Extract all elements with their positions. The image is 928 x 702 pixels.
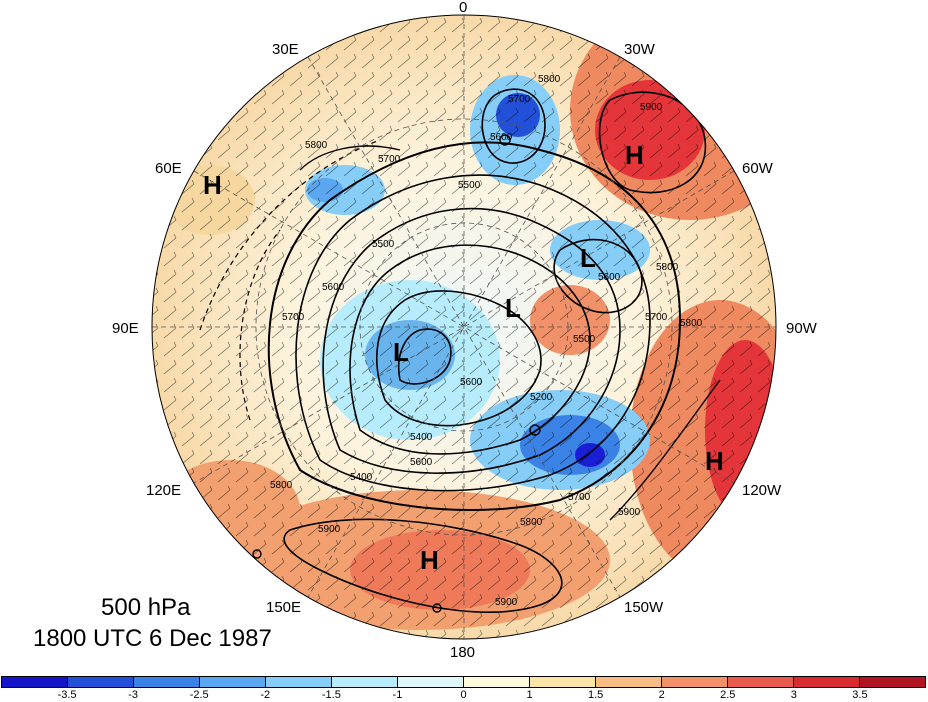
svg-text:5600: 5600: [322, 282, 345, 293]
colorbar-tick-label: -3.5: [57, 689, 77, 701]
svg-text:5900: 5900: [640, 102, 663, 113]
low-center-hudson: L: [580, 243, 596, 273]
colorbar-tick-label: 2.5: [720, 689, 736, 701]
colorbar-segment: [596, 677, 662, 687]
svg-text:5200: 5200: [530, 392, 553, 403]
colorbar-tick-label: -1.5: [321, 689, 341, 701]
time-caption: 1800 UTC 6 Dec 1987: [33, 625, 272, 652]
colorbar-tick-label: -3: [128, 689, 139, 701]
colorbar-segment: [134, 677, 200, 687]
svg-text:5700: 5700: [508, 94, 531, 105]
svg-text:5500: 5500: [372, 239, 395, 250]
svg-text:5900: 5900: [618, 507, 641, 518]
colorbar-segment: [530, 677, 596, 687]
colorbar-tick-label: 3: [790, 689, 797, 701]
colorbar-segment: [398, 677, 464, 687]
svg-text:5400: 5400: [410, 432, 433, 443]
svg-text:5800: 5800: [520, 517, 543, 528]
colorbar-segment: [2, 677, 68, 687]
high-center-atlantic: H: [625, 140, 644, 170]
colorbar-segment: [728, 677, 794, 687]
svg-text:5600: 5600: [410, 457, 433, 468]
svg-text:5800: 5800: [270, 480, 293, 491]
colorbar-tick-label: -2.5: [189, 689, 209, 701]
svg-text:5700: 5700: [282, 312, 305, 323]
colorbar: [1, 676, 926, 688]
svg-text:5700: 5700: [378, 154, 401, 165]
colorbar-tick-label: 1: [526, 689, 533, 701]
lon-label-90e: 90E: [112, 320, 139, 337]
lon-label-30e: 30E: [272, 41, 299, 58]
high-center-north-pacific: H: [420, 545, 439, 575]
svg-text:5800: 5800: [305, 140, 328, 151]
colorbar-segment: [200, 677, 266, 687]
lon-label-30w: 30W: [624, 41, 655, 58]
svg-text:5500: 5500: [458, 180, 481, 191]
svg-text:5900: 5900: [495, 597, 518, 608]
low-center-arctic: L: [505, 293, 521, 323]
lon-label-60w: 60W: [742, 160, 773, 177]
svg-text:5900: 5900: [318, 524, 341, 535]
lon-label-60e: 60E: [155, 160, 182, 177]
colorbar-tick-label: 0: [460, 689, 467, 701]
colorbar-segment: [860, 677, 925, 687]
colorbar-tick-label: 3.5: [852, 689, 868, 701]
lon-label-0: 0: [459, 0, 468, 16]
lon-label-150w: 150W: [624, 599, 664, 616]
colorbar-tick-label: -1: [392, 689, 403, 701]
svg-text:5800: 5800: [538, 74, 561, 85]
svg-text:5700: 5700: [645, 312, 668, 323]
lon-label-90w: 90W: [786, 320, 817, 337]
contour-value-labels: 5800 5700 5600 5500 5900 5800 5700 5600 …: [270, 74, 703, 608]
lon-label-120e: 120E: [146, 482, 182, 499]
colorbar-segment: [662, 677, 728, 687]
colorbar-tick-label: 2: [658, 689, 665, 701]
svg-text:5500: 5500: [573, 334, 596, 345]
svg-text:5400: 5400: [350, 472, 373, 483]
map-border: [151, 14, 777, 640]
colorbar-segment: [464, 677, 530, 687]
svg-text:5800: 5800: [656, 262, 679, 273]
lon-label-150e: 150E: [266, 599, 302, 616]
lon-label-120w: 120W: [742, 482, 782, 499]
colorbar-segment: [794, 677, 860, 687]
level-caption: 500 hPa: [101, 594, 191, 621]
low-center-siberia: L: [393, 337, 409, 367]
high-center-east-pacific: H: [705, 446, 724, 476]
colorbar-segment: [332, 677, 398, 687]
svg-text:5800: 5800: [680, 318, 703, 329]
colorbar-tick-label: -2: [260, 689, 271, 701]
colorbar-segment: [68, 677, 134, 687]
colorbar-segment: [266, 677, 332, 687]
svg-text:5700: 5700: [568, 492, 591, 503]
height-contours: [199, 88, 721, 613]
lon-label-180: 180: [450, 644, 476, 661]
graticule: [152, 15, 776, 639]
svg-text:5600: 5600: [598, 272, 621, 283]
svg-text:5600: 5600: [460, 377, 483, 388]
circle-markers: [252, 134, 541, 613]
colorbar-tick-label: 1.5: [587, 689, 604, 701]
high-center-60e: H: [203, 170, 222, 200]
